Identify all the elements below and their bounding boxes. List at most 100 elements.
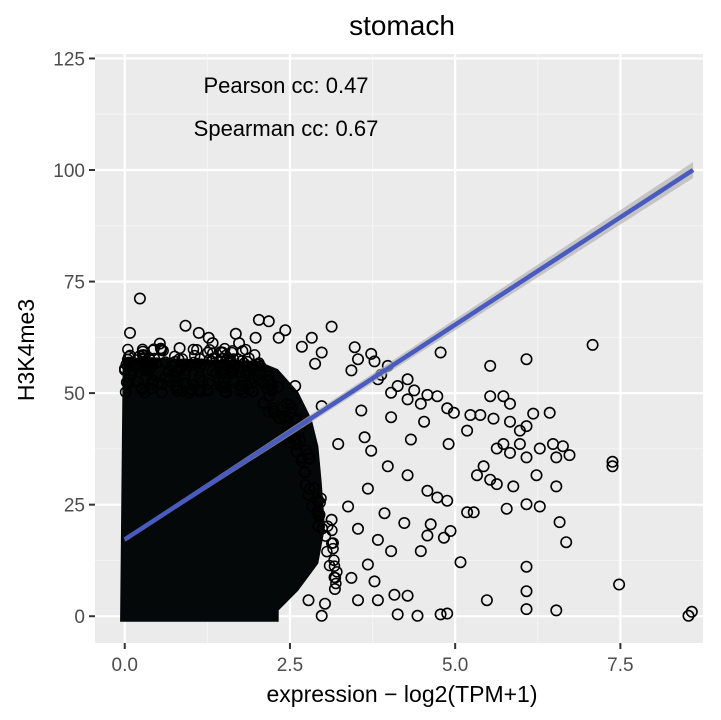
scatter-point — [289, 379, 302, 392]
scatter-point — [437, 531, 450, 544]
scatter-point — [227, 374, 240, 386]
scatter-point — [503, 397, 516, 410]
scatter-point — [500, 502, 513, 515]
scatter-point — [513, 437, 526, 450]
scatter-point — [156, 386, 168, 399]
scatter-point — [187, 356, 200, 369]
scatter-point — [272, 412, 285, 424]
scatter-point — [188, 349, 201, 362]
scatter-point — [147, 357, 159, 369]
scatter-point — [283, 436, 295, 448]
scatter-point — [272, 381, 285, 393]
scatter-point — [520, 603, 533, 616]
dense-cloud-shape — [120, 357, 326, 622]
scatter-point — [295, 340, 308, 353]
scatter-point — [184, 359, 197, 372]
scatter-point — [315, 346, 328, 359]
scatter-point — [229, 376, 241, 389]
scatter-point — [125, 367, 137, 380]
scatter-point — [497, 390, 510, 403]
scatter-point — [550, 451, 563, 464]
scatter-point — [586, 338, 599, 351]
scatter-point — [253, 373, 265, 386]
scatter-point — [503, 446, 516, 459]
scatter-point — [461, 506, 474, 519]
scatter-point — [194, 370, 206, 383]
scatter-point — [391, 608, 404, 621]
scatter-point — [418, 415, 431, 428]
scatter-point — [401, 373, 414, 386]
scatter-point — [556, 440, 569, 453]
scatter-point — [124, 326, 137, 339]
scatter-point — [289, 433, 301, 446]
scatter-point — [365, 444, 378, 457]
scatter-point — [533, 500, 546, 513]
scatter-point — [368, 575, 381, 588]
scatter-point — [159, 356, 172, 368]
scatter-point — [171, 374, 183, 387]
scatter-point — [233, 337, 246, 350]
scatter-point — [398, 516, 411, 529]
scatter-point — [351, 522, 364, 535]
scatter-point — [187, 343, 200, 356]
scatter-point — [685, 605, 698, 618]
y-axis-title: H3K4me3 — [13, 299, 39, 401]
x-tick-label: 5.0 — [442, 655, 468, 676]
scatter-point — [421, 529, 434, 542]
scatter-point — [560, 536, 573, 549]
scatter-point — [261, 366, 274, 378]
dense-point-cloud — [118, 342, 343, 622]
scatter-point — [368, 355, 381, 368]
x-axis-ticks: 0.0 2.5 5.0 7.5 — [112, 643, 634, 676]
scatter-point — [441, 607, 454, 620]
scatter-point — [385, 545, 398, 558]
scatter-point — [240, 379, 253, 391]
scatter-point — [520, 420, 533, 433]
scatter-point — [277, 400, 289, 413]
scatter-point — [530, 469, 543, 482]
scatter-point — [520, 585, 533, 598]
scatter-point — [219, 381, 231, 393]
scatter-point — [553, 516, 566, 529]
scatter-point — [447, 406, 460, 419]
chart-title: stomach — [349, 10, 455, 41]
scatter-point — [414, 545, 427, 558]
scatter-point — [401, 469, 414, 482]
scatter-point — [122, 343, 134, 356]
scatter-point — [174, 363, 186, 376]
scatter-point — [329, 571, 342, 584]
scatter-point — [371, 594, 384, 607]
scatter-point — [332, 437, 345, 450]
scatter-point — [262, 406, 275, 418]
scatter-point — [361, 482, 374, 495]
scatter-point — [411, 609, 424, 622]
scatter-point — [388, 588, 401, 601]
scatter-point — [218, 342, 231, 355]
scatter-point — [563, 449, 576, 462]
scatter-point — [201, 346, 214, 359]
scatter-point — [252, 358, 264, 370]
scatter-point — [431, 390, 444, 403]
scatter-point — [153, 337, 166, 350]
scatter-point — [401, 393, 414, 406]
scatter-point — [315, 609, 328, 622]
scatter-point — [520, 451, 533, 464]
scatter-point — [234, 384, 246, 397]
scatter-point — [543, 406, 556, 419]
scatter-point — [203, 353, 216, 366]
scatter-point — [503, 415, 516, 428]
scatter-point — [257, 377, 269, 389]
scatter-point — [192, 326, 205, 339]
scatter-point — [345, 364, 358, 377]
scatter-point — [520, 498, 533, 511]
scatter-point — [467, 506, 480, 519]
scatter-point — [186, 383, 199, 396]
scatter-point — [331, 566, 343, 578]
scatter-point — [527, 407, 540, 420]
scatter-point — [497, 437, 510, 450]
scatter-point — [295, 454, 308, 467]
scatter-point — [309, 357, 322, 370]
x-tick-label: 0.0 — [112, 655, 138, 676]
scatter-point — [325, 320, 338, 333]
scatter-point — [249, 331, 262, 344]
